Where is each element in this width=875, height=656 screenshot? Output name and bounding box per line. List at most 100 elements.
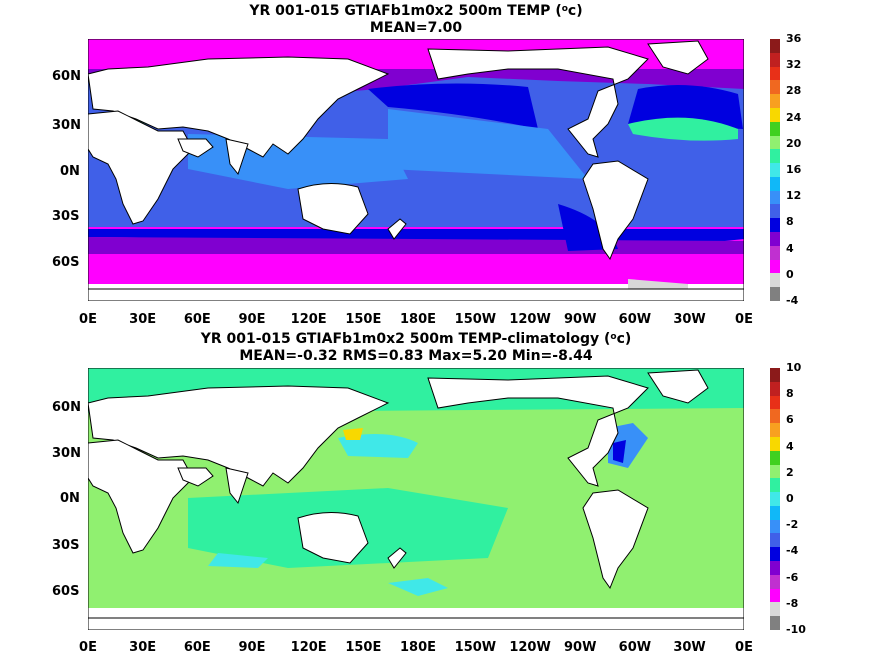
colorbar-swatch bbox=[770, 602, 780, 617]
lon-label: 0E bbox=[735, 640, 753, 655]
colorbar-swatch bbox=[770, 94, 780, 109]
colorbar-swatch bbox=[770, 52, 780, 68]
india bbox=[225, 467, 249, 505]
colorbar-label: -2 bbox=[786, 518, 799, 532]
colorbar-swatch bbox=[770, 287, 780, 302]
colorbar-swatch bbox=[770, 259, 780, 274]
colorbar-swatch bbox=[770, 519, 780, 534]
colorbar-label: 0 bbox=[786, 267, 794, 281]
colorbar-swatch bbox=[770, 66, 780, 81]
lat-label: 0N bbox=[60, 164, 80, 179]
lon-label: 0E bbox=[79, 312, 97, 327]
panel2-stats: MEAN=-0.32 RMS=0.83 Max=5.20 Min=-8.44 bbox=[239, 348, 593, 364]
lon-label: 30E bbox=[129, 312, 157, 327]
africa bbox=[88, 439, 194, 554]
lon-label: 90E bbox=[238, 312, 266, 327]
colorbar-label: 36 bbox=[786, 32, 802, 45]
lat-label: 30N bbox=[52, 118, 81, 133]
colorbar-swatch bbox=[770, 149, 780, 164]
north-pacific-cold bbox=[368, 83, 538, 129]
colorbar-label: 8 bbox=[786, 215, 794, 229]
lon-label: 0E bbox=[735, 312, 753, 327]
continents bbox=[88, 369, 744, 630]
lat-label: 30S bbox=[52, 209, 80, 224]
colorbar-label: 24 bbox=[786, 110, 802, 124]
colorbar-swatch bbox=[770, 245, 780, 261]
north-atlantic-cold bbox=[628, 85, 743, 129]
colorbar-swatch bbox=[770, 218, 780, 233]
continents bbox=[88, 40, 744, 301]
lon-label: 180E bbox=[400, 312, 437, 327]
colorbar-swatch bbox=[770, 273, 780, 288]
lon-label: 90W bbox=[564, 640, 597, 655]
colorbar-swatch bbox=[770, 135, 780, 150]
lon-label: 150E bbox=[345, 640, 382, 655]
panel1-map bbox=[88, 39, 744, 301]
antarctica-coast bbox=[88, 617, 744, 630]
lon-label: 120E bbox=[290, 312, 327, 327]
colorbar-swatch bbox=[770, 492, 780, 507]
colorbar-swatch bbox=[770, 163, 780, 178]
pacific-warm bbox=[388, 109, 588, 179]
australia bbox=[297, 183, 369, 235]
new-zealand bbox=[387, 218, 407, 240]
colorbar-swatch bbox=[770, 80, 780, 95]
colorbar-swatch bbox=[770, 232, 780, 247]
southern-cold bbox=[388, 578, 448, 596]
colorbar-label: 8 bbox=[786, 387, 794, 401]
colorbar-swatch bbox=[770, 423, 780, 438]
colorbar-label: 32 bbox=[786, 58, 802, 72]
lat-label: 60S bbox=[52, 255, 80, 270]
colorbar-swatch bbox=[770, 616, 780, 631]
eurasia bbox=[88, 385, 390, 487]
colorbar-label: 4 bbox=[786, 241, 794, 255]
kuroshio-warm bbox=[343, 428, 363, 440]
cold-patch bbox=[208, 553, 268, 568]
lon-label: 60W bbox=[618, 640, 652, 655]
lon-label: 150W bbox=[454, 640, 497, 655]
colorbar-label: 12 bbox=[786, 189, 802, 203]
colorbar-swatch bbox=[770, 574, 780, 590]
colorbar-label: 10 bbox=[786, 361, 802, 374]
panel2-colorbar bbox=[770, 368, 780, 631]
colorbar-label: -10 bbox=[786, 623, 806, 636]
colorbar-swatch bbox=[770, 588, 780, 603]
lon-label: 60E bbox=[183, 640, 211, 655]
panel1-stats: MEAN=7.00 bbox=[369, 20, 463, 36]
lat-label: 30S bbox=[52, 538, 80, 553]
gulf-stream-strong bbox=[613, 440, 626, 463]
lat-label: 60S bbox=[52, 584, 80, 599]
australia bbox=[297, 512, 369, 564]
north-america bbox=[427, 46, 649, 158]
india bbox=[225, 138, 249, 176]
arabia bbox=[177, 138, 214, 158]
lat-label: 0N bbox=[60, 491, 80, 506]
colorbar-swatch bbox=[770, 464, 780, 479]
lat-label: 60N bbox=[52, 69, 81, 84]
colorbar-label: -6 bbox=[786, 570, 799, 584]
lon-label: 60E bbox=[183, 312, 211, 327]
colorbar-swatch bbox=[770, 107, 780, 123]
lon-label: 60W bbox=[618, 312, 652, 327]
africa bbox=[88, 110, 194, 225]
lon-label: 30E bbox=[129, 640, 157, 655]
colorbar-swatch bbox=[770, 39, 780, 54]
colorbar-swatch bbox=[770, 381, 780, 397]
greenland bbox=[647, 369, 709, 404]
new-zealand bbox=[387, 547, 407, 569]
colorbar-swatch bbox=[770, 190, 780, 205]
colorbar-swatch bbox=[770, 395, 780, 410]
colorbar-swatch bbox=[770, 409, 780, 424]
south-america bbox=[582, 489, 649, 590]
colorbar-label: 20 bbox=[786, 136, 802, 150]
panel2-map bbox=[88, 368, 744, 630]
colorbar-label: -4 bbox=[786, 544, 799, 558]
panel2-title: YR 001-015 GTIAFb1m0x2 500m TEMP-climato… bbox=[200, 331, 632, 347]
eurasia bbox=[88, 56, 390, 158]
colorbar-label: -8 bbox=[786, 596, 799, 610]
colorbar-label: 0 bbox=[786, 492, 794, 505]
colorbar-label: -4 bbox=[786, 294, 799, 307]
lon-label: 30W bbox=[673, 640, 706, 655]
lon-label: 90E bbox=[238, 640, 266, 655]
colorbar-label: 4 bbox=[786, 439, 794, 453]
